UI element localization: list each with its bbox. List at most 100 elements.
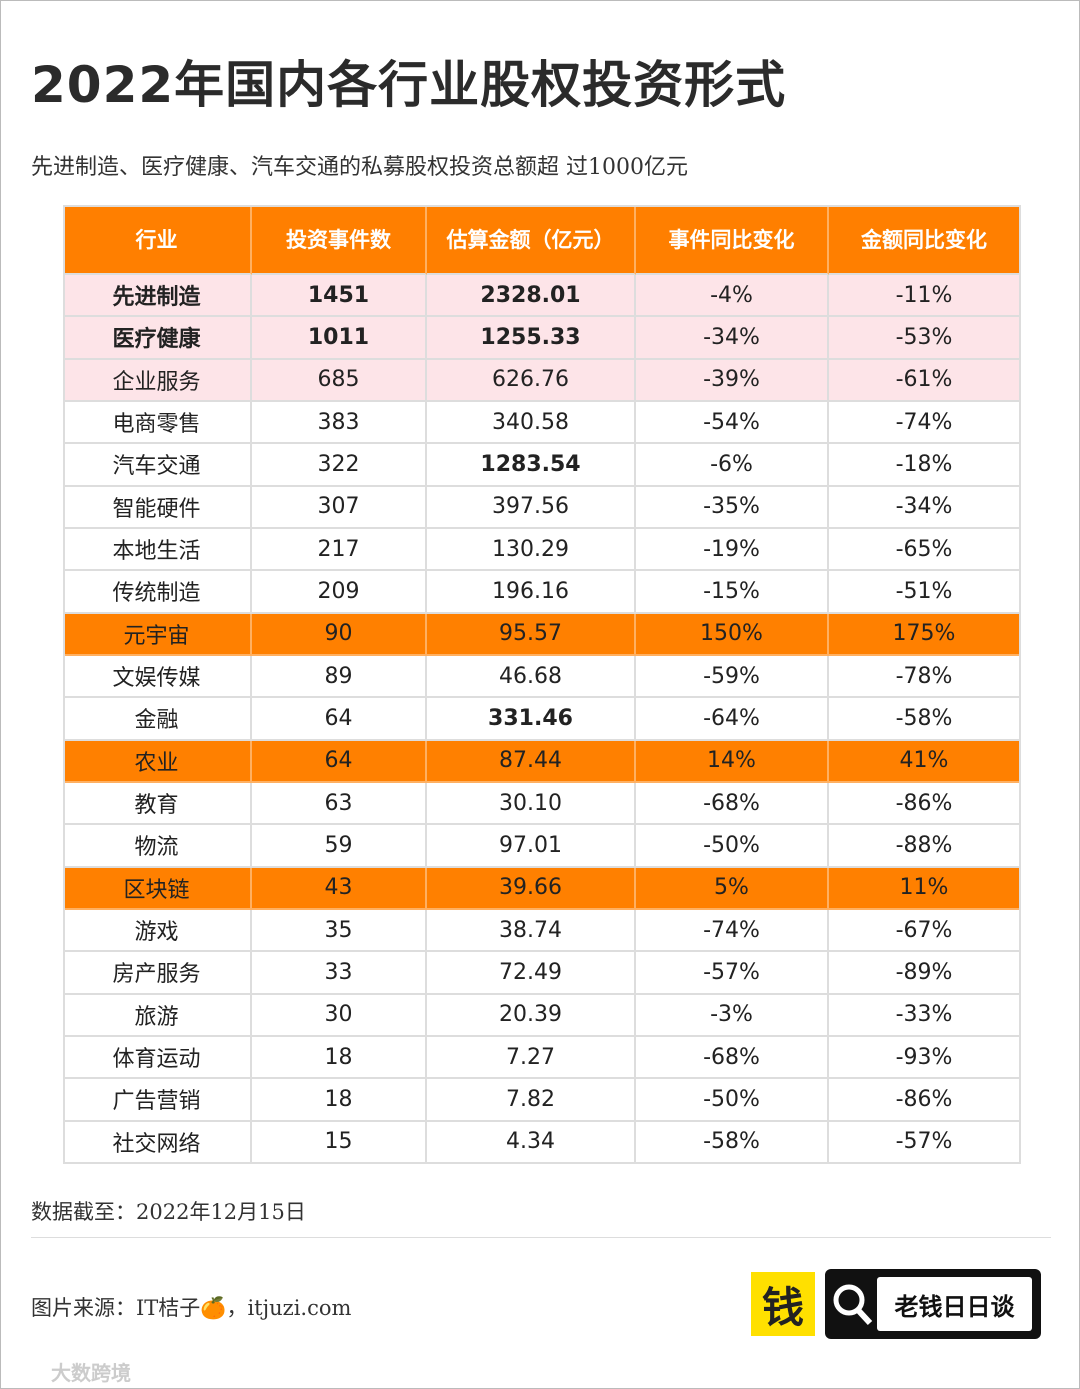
table-cell: -86% <box>829 783 1021 826</box>
source: 图片来源：IT桔子🍊，itjuzi.com <box>31 1296 352 1320</box>
table-cell: 11% <box>829 867 1021 910</box>
header-cell: 事件同比变化 <box>636 205 829 275</box>
table-cell: 383 <box>252 402 427 445</box>
table-cell: 196.16 <box>427 571 636 614</box>
table-cell: 35 <box>252 910 427 953</box>
table-cell: 64 <box>252 698 427 741</box>
table-cell: 15 <box>252 1121 427 1164</box>
table-cell: 农业 <box>63 740 252 783</box>
table-cell: 社交网络 <box>63 1121 252 1164</box>
header-cell: 行业 <box>63 205 252 275</box>
table-cell: -59% <box>636 656 829 699</box>
table-cell: 46.68 <box>427 656 636 699</box>
table-cell: -78% <box>829 656 1021 699</box>
table-cell: 5% <box>636 867 829 910</box>
table-cell: -74% <box>829 402 1021 445</box>
table-cell: -93% <box>829 1037 1021 1080</box>
table-cell: 41% <box>829 740 1021 783</box>
table-cell: 4.34 <box>427 1121 636 1164</box>
table-cell: 38.74 <box>427 910 636 953</box>
table-cell: -86% <box>829 1079 1021 1122</box>
table-cell: 1451 <box>252 275 427 318</box>
table-cell: 智能硬件 <box>63 486 252 529</box>
table-cell: 7.82 <box>427 1079 636 1122</box>
table-cell: 企业服务 <box>63 359 252 402</box>
table-cell: 307 <box>252 486 427 529</box>
table-cell: 7.27 <box>427 1037 636 1080</box>
table-cell: -54% <box>636 402 829 445</box>
table-cell: 39.66 <box>427 867 636 910</box>
table-cell: 18 <box>252 1079 427 1122</box>
table-cell: 2328.01 <box>427 275 636 318</box>
search-icon <box>833 1284 873 1326</box>
table-cell: 本地生活 <box>63 529 252 572</box>
logo-text: 老钱日日谈 <box>877 1277 1032 1331</box>
table-cell: -50% <box>636 825 829 868</box>
table-cell: -34% <box>636 317 829 360</box>
table-cell: -57% <box>636 952 829 995</box>
table-cell: 89 <box>252 656 427 699</box>
table-cell: -35% <box>636 486 829 529</box>
table-cell: 体育运动 <box>63 1037 252 1080</box>
header-cell: 估算金额（亿元） <box>427 205 636 275</box>
table-cell: -68% <box>636 783 829 826</box>
table-cell: 217 <box>252 529 427 572</box>
table-cell: 63 <box>252 783 427 826</box>
table-cell: -65% <box>829 529 1021 572</box>
table-cell: -57% <box>829 1121 1021 1164</box>
table-cell: -6% <box>636 444 829 487</box>
table-cell: 物流 <box>63 825 252 868</box>
table-cell: 72.49 <box>427 952 636 995</box>
table-cell: 175% <box>829 613 1021 656</box>
table-cell: 汽车交通 <box>63 444 252 487</box>
logo-icon: 钱 <box>751 1272 815 1336</box>
table-cell: 1283.54 <box>427 444 636 487</box>
table-cell: -18% <box>829 444 1021 487</box>
table-cell: 房产服务 <box>63 952 252 995</box>
table-cell: 685 <box>252 359 427 402</box>
table-cell: -33% <box>829 994 1021 1037</box>
table-cell: 金融 <box>63 698 252 741</box>
table-cell: -61% <box>829 359 1021 402</box>
table-cell: 397.56 <box>427 486 636 529</box>
table-cell: -39% <box>636 359 829 402</box>
table-cell: 1011 <box>252 317 427 360</box>
table-cell: 33 <box>252 952 427 995</box>
table-cell: -58% <box>829 698 1021 741</box>
table-cell: -3% <box>636 994 829 1037</box>
table-cell: 43 <box>252 867 427 910</box>
table-cell: 18 <box>252 1037 427 1080</box>
table-cell: 传统制造 <box>63 571 252 614</box>
table-cell: 90 <box>252 613 427 656</box>
table-cell: 先进制造 <box>63 275 252 318</box>
table-cell: 电商零售 <box>63 402 252 445</box>
subtitle: 先进制造、医疗健康、汽车交通的私募股权投资总额超 过1000亿元 <box>31 155 688 180</box>
table-cell: 64 <box>252 740 427 783</box>
table-cell: -58% <box>636 1121 829 1164</box>
table-cell: 30.10 <box>427 783 636 826</box>
table-cell: 322 <box>252 444 427 487</box>
table-cell: 59 <box>252 825 427 868</box>
table-cell: -51% <box>829 571 1021 614</box>
table-cell: 340.58 <box>427 402 636 445</box>
table-cell: -19% <box>636 529 829 572</box>
table-cell: -88% <box>829 825 1021 868</box>
table: 行业 投资事件数 估算金额（亿元） 事件同比变化 金额同比变化 先进制造 1451 2328.… <box>63 205 1021 1164</box>
table-cell: 95.57 <box>427 613 636 656</box>
table-cell: -11% <box>829 275 1021 318</box>
table-cell: 区块链 <box>63 867 252 910</box>
table-cell: -89% <box>829 952 1021 995</box>
table-cell: 20.39 <box>427 994 636 1037</box>
table-cell: 文娱传媒 <box>63 656 252 699</box>
table-cell: -15% <box>636 571 829 614</box>
table-cell: -4% <box>636 275 829 318</box>
date-note: 数据截至：2022年12月15日 <box>31 1200 306 1224</box>
watermark: 大数跨境 <box>51 1361 131 1385</box>
table-cell: -53% <box>829 317 1021 360</box>
divider <box>31 1237 1051 1238</box>
table-cell: -74% <box>636 910 829 953</box>
title: 2022年国内各行业股权投资形式 <box>31 56 787 114</box>
table-cell: -64% <box>636 698 829 741</box>
table-cell: -68% <box>636 1037 829 1080</box>
